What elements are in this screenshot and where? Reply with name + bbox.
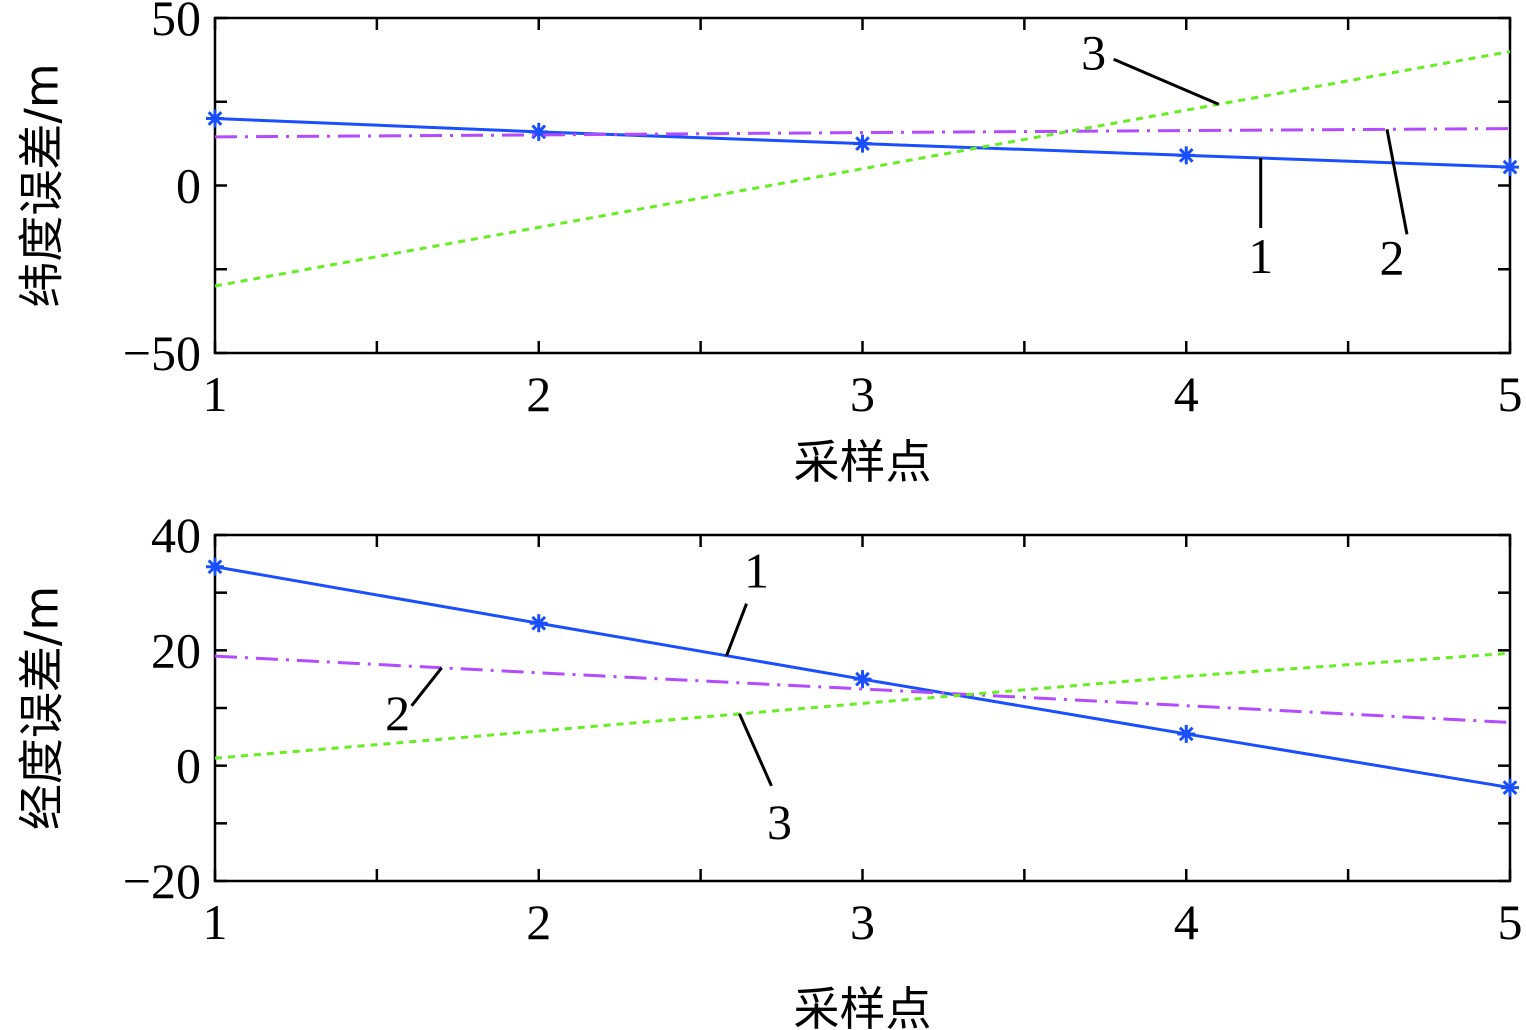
x-tick-label: 3 — [850, 366, 875, 422]
callout-leader-2 — [410, 666, 443, 707]
y-tick-label: 40 — [151, 507, 201, 563]
callout-label-1: 1 — [1248, 228, 1273, 284]
x-tick-label: 1 — [203, 366, 228, 422]
y-axis-title: 纬度误差/m — [15, 63, 69, 307]
callout-leader-1 — [725, 603, 748, 657]
y-tick-label: −50 — [123, 325, 201, 381]
y-tick-label: −20 — [123, 853, 201, 909]
callout-label-3: 3 — [767, 794, 792, 850]
series-2-line — [214, 654, 1511, 724]
callout-leader-3 — [1113, 57, 1220, 106]
series-3-line — [214, 651, 1511, 760]
longitude-error-panel: 1 2 3 4 5 −20 0 20 40 采样点 经度误差/m 1 2 3 — [15, 507, 1523, 1030]
x-tick-label: 5 — [1498, 894, 1523, 950]
x-tick-label: 4 — [1174, 366, 1199, 422]
x-tick-label: 3 — [850, 894, 875, 950]
callout-leader-2 — [1385, 129, 1409, 235]
x-axis-title: 采样点 — [794, 435, 932, 489]
y-tick-label: 20 — [151, 622, 201, 678]
callout-label-3: 3 — [1081, 24, 1106, 80]
y-tick-label: 50 — [151, 0, 201, 46]
x-tick-label: 5 — [1498, 366, 1523, 422]
series-1-marker — [853, 670, 872, 689]
x-tick-label: 2 — [526, 894, 551, 950]
series-1-marker — [853, 134, 872, 153]
x-tick-label: 2 — [526, 366, 551, 422]
series-2-line — [214, 127, 1511, 139]
axes-frame — [213, 16, 1512, 355]
callout-label-2: 2 — [1379, 229, 1404, 285]
series-1-marker — [1501, 158, 1519, 177]
y-tick-label: 0 — [176, 158, 201, 214]
series-3-line — [214, 50, 1511, 288]
callout-leader-3 — [738, 713, 773, 787]
series-1-marker — [206, 109, 224, 128]
x-tick-label: 1 — [203, 894, 228, 950]
series-1-marker — [529, 122, 548, 141]
callout-label-1: 1 — [744, 543, 769, 599]
series-1-marker — [529, 614, 548, 633]
y-tick-label: 0 — [176, 738, 201, 794]
series-1-marker — [1177, 146, 1196, 165]
y-axis-title: 经度误差/m — [15, 586, 69, 830]
series-1-marker — [206, 557, 224, 576]
series-1-marker — [1177, 724, 1196, 743]
latitude-error-panel: 1 2 3 4 5 −50 0 50 采样点 纬度误差/m 1 2 3 — [15, 0, 1523, 489]
x-tick-label: 4 — [1174, 894, 1199, 950]
callout-label-2: 2 — [385, 685, 410, 741]
x-axis-title: 采样点 — [794, 982, 932, 1030]
series-1-marker — [1501, 778, 1519, 797]
